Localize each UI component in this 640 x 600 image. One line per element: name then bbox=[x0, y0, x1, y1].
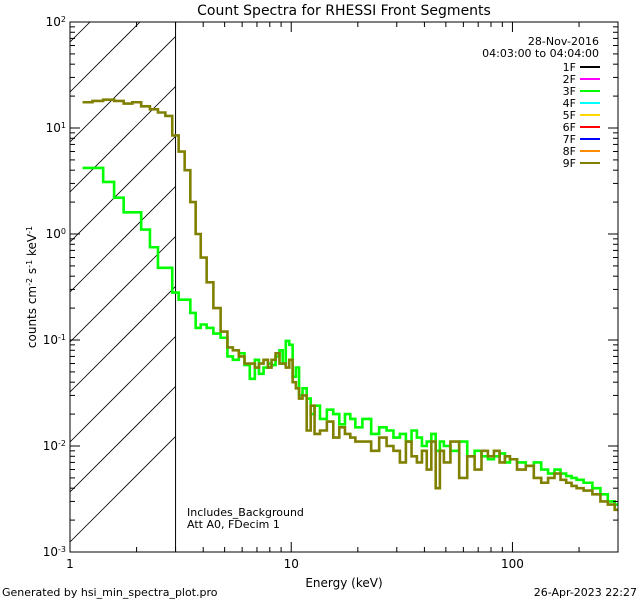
chart-title: Count Spectra for RHESSI Front Segments bbox=[197, 3, 491, 19]
y-label-exp-b: -1 bbox=[25, 260, 34, 268]
hatch-line bbox=[70, 136, 176, 243]
y-axis-label: counts cm-2 s-1 keV-1 bbox=[25, 226, 40, 348]
hatch-line bbox=[70, 36, 176, 143]
series-9f-line bbox=[82, 98, 618, 512]
hatch-line bbox=[70, 336, 176, 443]
annotation-attenuator: Att A0, FDecim 1 bbox=[187, 518, 280, 531]
legend-label-1f: 1F bbox=[563, 61, 576, 74]
hatch-line bbox=[70, 86, 176, 193]
header-time-range: 04:03:00 to 04:04:00 bbox=[482, 47, 599, 60]
header-date: 28-Nov-2016 bbox=[528, 35, 599, 48]
y-tick-label: 101 bbox=[46, 121, 66, 136]
x-tick-label: 1 bbox=[66, 557, 74, 571]
legend-label-3f: 3F bbox=[563, 85, 576, 98]
x-axis-label: Energy (keV) bbox=[305, 576, 382, 590]
hatch-line bbox=[70, 22, 91, 43]
hatch-line bbox=[70, 22, 141, 93]
footer-timestamp: 26-Apr-2023 22:27 bbox=[534, 586, 637, 599]
x-tick-label: 10 bbox=[284, 557, 299, 571]
series-3f-line bbox=[82, 166, 618, 506]
legend-label-2f: 2F bbox=[563, 73, 576, 86]
y-label-exp-a: -2 bbox=[25, 278, 34, 286]
footer-generated-by: Generated by hsi_min_spectra_plot.pro bbox=[2, 586, 218, 599]
legend-label-9f: 9F bbox=[563, 157, 576, 170]
y-tick-label: 102 bbox=[46, 15, 66, 30]
y-tick-label: 10-3 bbox=[43, 545, 66, 560]
hatch-line bbox=[70, 186, 176, 293]
y-label-exp-c: -1 bbox=[25, 226, 34, 234]
y-tick-label: 10-1 bbox=[43, 333, 66, 348]
plot-frame bbox=[69, 21, 619, 553]
y-label-part-c: keV bbox=[25, 233, 39, 260]
hatch-line bbox=[70, 236, 176, 343]
legend-label-4f: 4F bbox=[563, 97, 576, 110]
hatch-line bbox=[70, 286, 176, 393]
y-tick-label: 10-2 bbox=[43, 439, 66, 454]
hatch-line bbox=[70, 436, 176, 543]
y-label-part-a: counts cm bbox=[25, 286, 39, 348]
legend-label-7f: 7F bbox=[563, 133, 576, 146]
y-label-part-b: s bbox=[25, 268, 39, 278]
y-tick-label: 100 bbox=[46, 227, 66, 242]
legend-label-6f: 6F bbox=[563, 121, 576, 134]
legend-label-8f: 8F bbox=[563, 145, 576, 158]
legend-label-5f: 5F bbox=[563, 109, 576, 122]
x-tick-label: 100 bbox=[501, 557, 524, 571]
annotation-background: Includes_Background bbox=[187, 506, 304, 519]
hatch-line bbox=[70, 386, 176, 493]
